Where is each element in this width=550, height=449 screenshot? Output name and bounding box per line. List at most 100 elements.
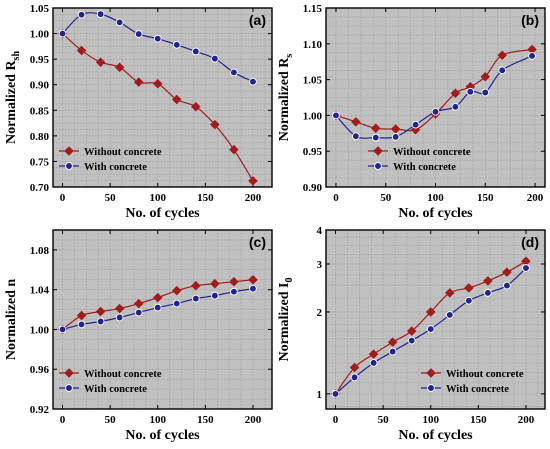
- data-point: [503, 281, 511, 290]
- y-axis-label: Normalized n: [4, 279, 19, 360]
- x-tick-label: 0: [333, 414, 339, 426]
- data-point: [115, 18, 124, 27]
- x-tick-label: 100: [149, 414, 166, 426]
- data-point: [349, 362, 360, 373]
- data-point: [96, 317, 105, 326]
- y-tick-label: 0.70: [30, 182, 50, 194]
- data-point: [249, 284, 257, 293]
- panel-tag: (c): [249, 234, 266, 250]
- data-point: [76, 45, 87, 56]
- y-tick-label: 1.05: [303, 75, 323, 87]
- data-point: [387, 337, 398, 347]
- legend: Without concrete With concrete: [59, 368, 162, 395]
- y-tick-label: 1.08: [30, 245, 50, 257]
- data-point: [332, 111, 340, 120]
- series-without-concrete: [57, 274, 258, 335]
- panel-tag: (a): [249, 12, 266, 28]
- data-point: [498, 66, 507, 75]
- data-point: [153, 34, 162, 43]
- data-point: [528, 52, 536, 60]
- data-point: [191, 294, 200, 303]
- y-tick-label: 3: [317, 259, 323, 271]
- chart-panel-4: 0 50 100 150 200 1 2 3 4 No. of cycles Normalized …: [277, 225, 546, 443]
- y-tick-label: 4: [317, 225, 323, 237]
- data-point: [445, 288, 455, 298]
- data-point: [450, 88, 461, 98]
- y-tick-label: 1.00: [30, 324, 50, 336]
- data-point: [114, 303, 125, 314]
- chart-panel-2: 0 50 100 150 200 0.90 0.95 1.00 1.05 1.10 1.15 No. …: [277, 3, 546, 221]
- data-point: [481, 88, 490, 97]
- data-point: [248, 274, 258, 285]
- x-axis-label: No. of cycles: [398, 206, 473, 221]
- legend-swatch-marker: [64, 146, 74, 156]
- data-point: [445, 311, 454, 319]
- y-tick-label: 0.95: [303, 146, 323, 158]
- y-tick-label: 0.95: [30, 54, 50, 66]
- legend: Without concrete With concrete: [421, 368, 524, 395]
- data-point: [407, 336, 416, 345]
- data-point: [483, 276, 493, 286]
- y-tick-label: 0.75: [30, 156, 50, 168]
- data-point: [466, 87, 475, 96]
- data-point: [410, 124, 421, 135]
- x-axis-label: No. of cycles: [125, 428, 200, 443]
- series-with-concrete: [58, 10, 257, 86]
- data-point: [451, 102, 460, 111]
- x-tick-label: 0: [60, 192, 66, 204]
- legend-swatch-marker: [65, 162, 73, 170]
- data-point: [211, 291, 219, 300]
- legend-swatch-marker: [373, 146, 383, 156]
- data-point: [480, 71, 491, 82]
- series-without-concrete: [57, 28, 258, 186]
- y-tick-label: 1.04: [30, 285, 50, 297]
- x-axis-label: No. of cycles: [125, 206, 200, 221]
- data-point: [153, 303, 162, 312]
- data-point: [464, 296, 473, 305]
- x-tick-label: 100: [149, 192, 166, 204]
- data-point: [95, 57, 106, 67]
- x-axis-label: No. of cycles: [398, 428, 473, 443]
- data-point: [388, 347, 397, 356]
- x-tick-label: 200: [518, 414, 535, 426]
- y-tick-label: 2: [317, 307, 323, 319]
- x-tick-label: 200: [245, 414, 262, 426]
- legend-label: With concrete: [446, 384, 509, 395]
- data-point: [58, 325, 67, 334]
- data-point: [230, 68, 238, 77]
- x-tick-label: 0: [333, 192, 339, 204]
- legend-label: With concrete: [84, 162, 147, 173]
- data-point: [502, 267, 512, 277]
- legend-swatch-marker: [65, 384, 73, 392]
- data-point: [230, 287, 238, 296]
- data-point: [115, 313, 124, 322]
- legend-swatch-marker: [427, 384, 435, 392]
- grid-lines: [326, 7, 545, 188]
- legend-swatch-marker: [374, 162, 382, 170]
- data-point: [248, 176, 258, 186]
- y-axis-label: Normalized Rsh: [4, 51, 22, 144]
- data-point: [114, 62, 125, 73]
- legend-label: With concrete: [84, 384, 147, 395]
- data-point: [210, 119, 220, 130]
- panel-tag: (b): [521, 12, 539, 28]
- data-point: [134, 30, 143, 38]
- x-tick-label: 100: [427, 192, 444, 204]
- data-point: [152, 292, 163, 303]
- y-tick-label: 1.15: [303, 3, 323, 15]
- y-tick-label: 0.85: [30, 105, 50, 117]
- data-point: [172, 299, 181, 308]
- x-tick-label: 200: [527, 192, 544, 204]
- panel-tag: (d): [521, 234, 539, 250]
- data-point: [368, 349, 379, 359]
- y-tick-label: 0.80: [30, 131, 50, 143]
- y-tick-label: 1.00: [303, 110, 323, 122]
- data-point: [96, 10, 105, 18]
- data-point: [497, 50, 507, 61]
- data-point: [331, 390, 340, 398]
- chart-panel-1: 0 50 100 150 200 0.70 0.75 0.80 0.85 0.90 0.95 1.00…: [4, 3, 273, 221]
- data-point: [371, 133, 380, 142]
- legend-label: With concrete: [393, 162, 456, 173]
- plot-frame: [52, 229, 273, 410]
